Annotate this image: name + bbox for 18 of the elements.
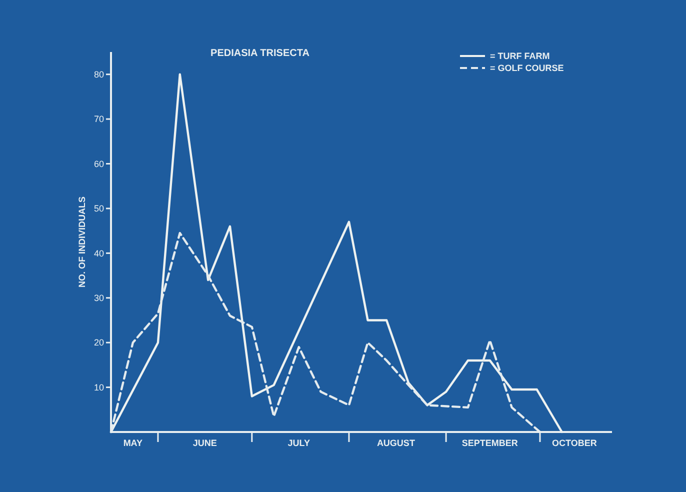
y-tick-label: 30 [94,293,104,304]
x-tick-label: MAY [123,438,143,448]
legend-label: = GOLF COURSE [490,63,564,74]
y-tick-label: 10 [94,382,104,392]
x-tick-label: JUNE [192,438,217,448]
x-tick-label: SEPTEMBER [462,438,518,448]
y-tick-label: 50 [94,204,104,214]
x-tick-label: OCTOBER [552,438,598,448]
y-tick-label: 60 [94,158,104,169]
y-tick-label: 40 [94,248,104,258]
chart-title: PEDIASIA TRISECTA [210,48,310,59]
y-tick-label: 20 [94,338,104,348]
legend-label: = TURF FARM [490,51,550,62]
x-tick-label: AUGUST [376,438,416,448]
x-tick-label: JULY [288,438,310,448]
y-axis-title: NO. OF INDIVIDUALS [77,196,87,288]
y-tick-label: 70 [94,114,104,124]
y-tick-label: 80 [94,70,104,80]
